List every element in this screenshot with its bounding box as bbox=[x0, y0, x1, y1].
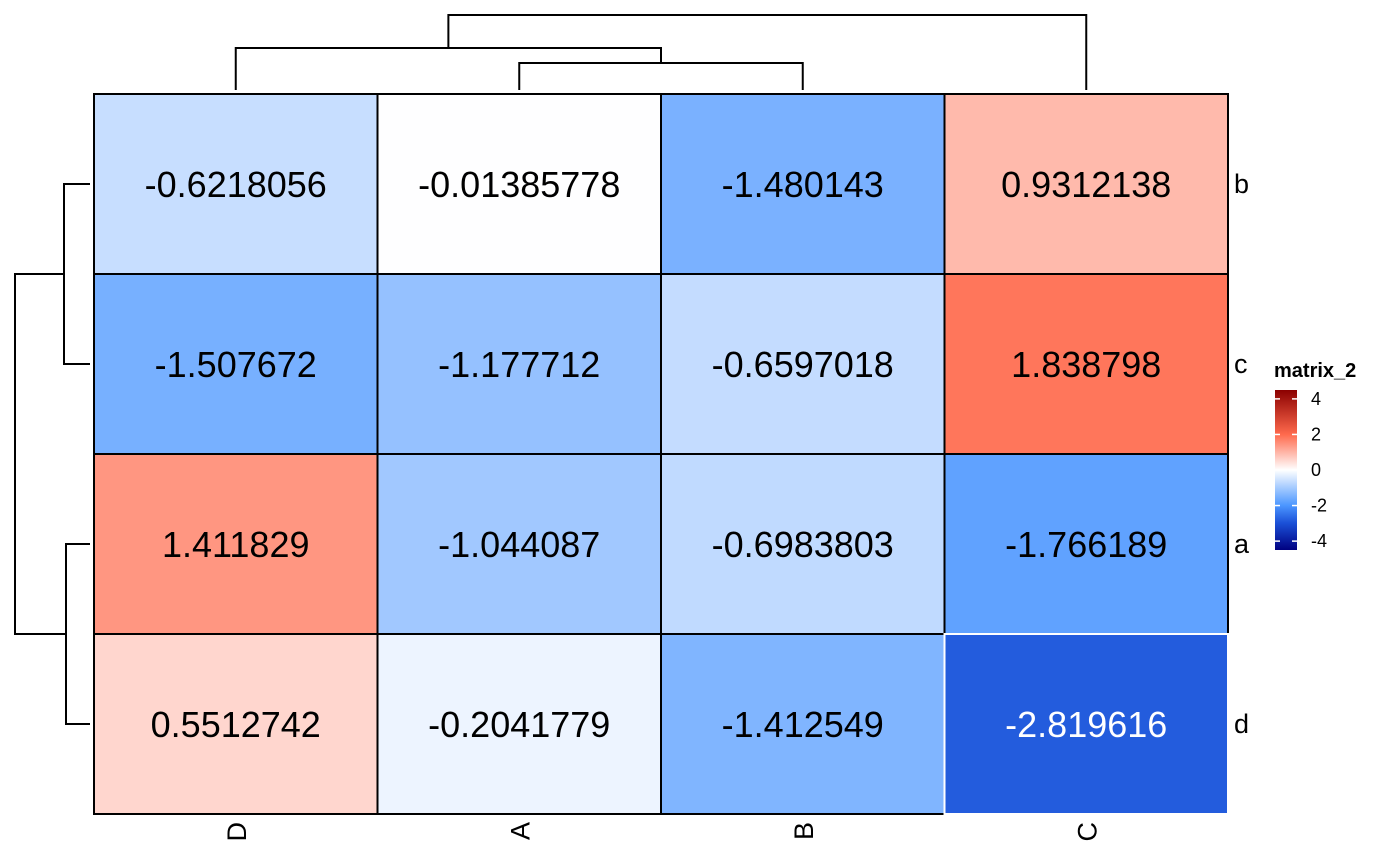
column-label: B bbox=[789, 822, 819, 840]
cell-value-label: -0.6983803 bbox=[712, 524, 894, 565]
column-label: D bbox=[222, 822, 252, 842]
dendrogram-branch bbox=[447, 14, 1088, 90]
heatmap-cell bbox=[660, 633, 946, 815]
cell-value-label: -1.766189 bbox=[1005, 524, 1167, 565]
cell-value-label: -0.6597018 bbox=[712, 344, 894, 385]
legend-tick-label: 0 bbox=[1311, 460, 1321, 480]
heatmap-cell bbox=[376, 273, 662, 455]
heatmap-cells: -0.6218056 -0.01385778 -1.480143 0.9312138 -… bbox=[93, 93, 1229, 815]
cell-value-label: 1.411829 bbox=[162, 524, 309, 565]
legend-tick-label: 2 bbox=[1311, 424, 1321, 444]
cell-value-label: -1.412549 bbox=[722, 704, 884, 745]
cell-value-label: -0.01385778 bbox=[418, 164, 620, 205]
legend-color-bar bbox=[1275, 390, 1297, 550]
cell-value-label: -2.819616 bbox=[1005, 704, 1167, 745]
heatmap-cell bbox=[376, 633, 662, 815]
cell-value-label: -1.480143 bbox=[722, 164, 884, 205]
heatmap-cell bbox=[376, 453, 662, 635]
color-legend: matrix_2 4 2 0 -2 -4 bbox=[1274, 360, 1356, 551]
heatmap-cell bbox=[943, 633, 1229, 815]
column-dendrogram bbox=[234, 14, 1088, 90]
legend-tick-label: -2 bbox=[1311, 496, 1327, 516]
dendrogram-branch bbox=[65, 543, 90, 725]
cell-value-label: 0.9312138 bbox=[1001, 164, 1171, 205]
heatmap-cell bbox=[93, 633, 379, 815]
heatmap-cell bbox=[376, 93, 662, 275]
heatmap-cell bbox=[660, 93, 946, 275]
legend-title: matrix_2 bbox=[1274, 360, 1356, 382]
column-label: C bbox=[1072, 822, 1102, 842]
dendrogram-branch bbox=[63, 183, 90, 365]
cell-value-label: -0.6218056 bbox=[145, 164, 327, 205]
legend-tick-label: -4 bbox=[1311, 531, 1327, 551]
cell-value-label: -1.044087 bbox=[438, 524, 600, 565]
row-label: c bbox=[1234, 349, 1248, 379]
column-label: A bbox=[505, 822, 535, 840]
heatmap-cell bbox=[93, 93, 379, 275]
dendrogram-branch bbox=[234, 47, 662, 90]
row-label: a bbox=[1234, 529, 1250, 559]
heatmap-cell bbox=[943, 93, 1229, 275]
row-dendrogram bbox=[14, 183, 90, 725]
heatmap-cell bbox=[943, 453, 1229, 635]
heatmap-cell bbox=[943, 273, 1229, 455]
legend-tick-label: 4 bbox=[1311, 389, 1321, 409]
heatmap-cell bbox=[93, 273, 379, 455]
row-labels: b c a d bbox=[1234, 169, 1250, 739]
cell-value-label: -0.2041779 bbox=[428, 704, 610, 745]
cell-value-label: 1.838798 bbox=[1011, 344, 1161, 385]
row-label: b bbox=[1234, 169, 1249, 199]
dendrogram-branch bbox=[518, 62, 804, 90]
cell-value-label: -1.507672 bbox=[155, 344, 317, 385]
cell-value-label: -1.177712 bbox=[438, 344, 600, 385]
dendrogram-branch bbox=[14, 273, 66, 635]
cell-value-label: 0.5512742 bbox=[151, 704, 321, 745]
row-label: d bbox=[1234, 709, 1249, 739]
